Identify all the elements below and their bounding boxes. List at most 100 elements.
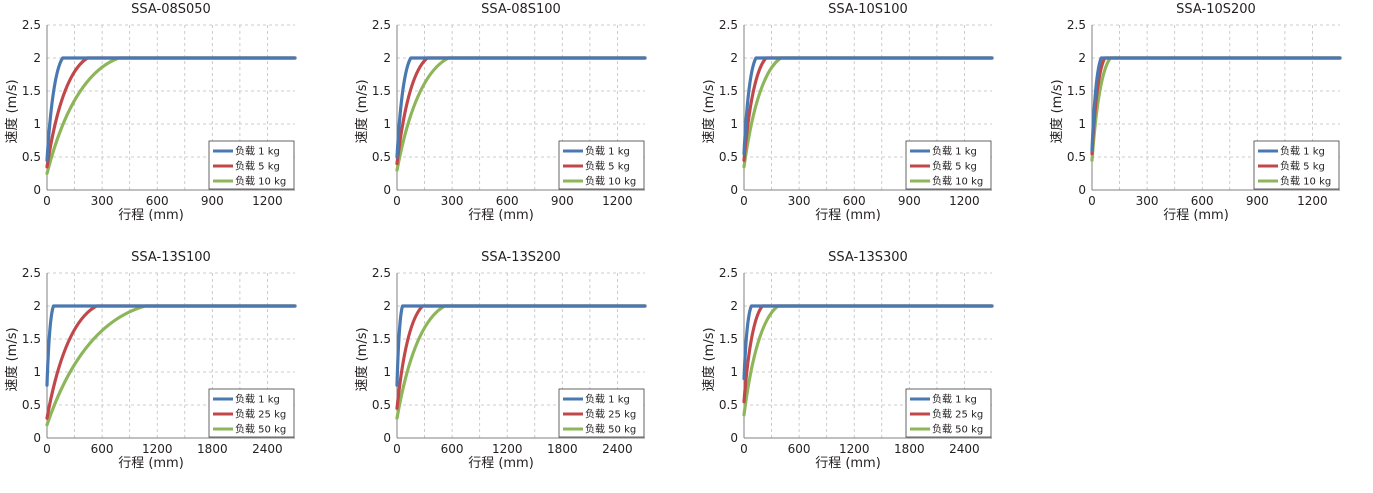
y-axis-label: 速度 (m/s) (701, 327, 717, 391)
chart-panel: SSA-08S100 0 0.5 1 1.5 2 2.5 0 300 600 900 1200 行程 (… (350, 0, 680, 245)
series-line (45, 56, 297, 169)
y-tick-label: 1 (33, 365, 41, 379)
y-tick-label: 0 (730, 183, 738, 197)
legend-label: 负载 50 kg (585, 423, 636, 436)
y-tick-label: 2 (730, 299, 738, 313)
series-line (45, 56, 297, 176)
series-line (395, 56, 647, 159)
chart-title: SSA-13S200 (481, 250, 561, 265)
y-tick-label: 1.5 (372, 84, 391, 98)
y-tick-label: 1.5 (719, 84, 738, 98)
series-line (742, 56, 994, 156)
y-tick-label: 0.5 (719, 150, 738, 164)
y-tick-label: 1.5 (372, 332, 391, 346)
chart-svg: SSA-10S200 0 0.5 1 1.5 2 2.5 0 300 600 900 1200 行程 (… (1049, 2, 1342, 223)
x-axis-label: 行程 (mm) (118, 208, 184, 223)
y-tick-label: 1.5 (22, 84, 41, 98)
legend-label: 负载 25 kg (585, 408, 636, 421)
x-tick-label: 600 (146, 194, 169, 208)
y-tick-label: 1 (33, 117, 41, 131)
legend-label: 负载 1 kg (585, 145, 630, 158)
x-tick-label: 600 (91, 442, 114, 456)
y-tick-label: 1 (1078, 117, 1086, 131)
series-line (742, 304, 994, 381)
y-tick-label: 1 (383, 117, 391, 131)
series-line (395, 304, 647, 420)
y-tick-label: 2 (33, 299, 41, 313)
y-tick-label: 2 (33, 51, 41, 65)
x-tick-label: 1800 (547, 442, 578, 456)
legend-label: 负载 50 kg (235, 423, 286, 436)
x-tick-label: 1200 (492, 442, 523, 456)
y-tick-label: 0.5 (22, 398, 41, 412)
x-tick-label: 0 (43, 442, 51, 456)
y-tick-label: 2.5 (1067, 18, 1086, 32)
x-axis-label: 行程 (mm) (1163, 208, 1229, 223)
x-tick-label: 1200 (252, 194, 283, 208)
y-tick-label: 0.5 (1067, 150, 1086, 164)
chart-panel: SSA-13S100 0 0.5 1 1.5 2 2.5 0 600 1200 1800 2400 行程… (0, 248, 330, 493)
x-tick-label: 1800 (894, 442, 925, 456)
x-tick-label: 0 (43, 194, 51, 208)
x-tick-label: 1800 (197, 442, 228, 456)
y-tick-label: 2 (383, 299, 391, 313)
x-tick-label: 900 (201, 194, 224, 208)
chart-title: SSA-08S100 (481, 2, 561, 17)
chart-panel: SSA-10S100 0 0.5 1 1.5 2 2.5 0 300 600 900 1200 行程 (… (697, 0, 1027, 245)
y-tick-label: 2.5 (719, 18, 738, 32)
chart-panel: SSA-08S050 0 0.5 1 1.5 2 2.5 0 300 600 900 1200 行程 (… (0, 0, 330, 245)
y-axis-label: 速度 (m/s) (354, 79, 370, 143)
chart-title: SSA-10S200 (1176, 2, 1256, 17)
legend-label: 负载 25 kg (932, 408, 983, 421)
legend-label: 负载 5 kg (235, 160, 280, 173)
y-tick-label: 2 (730, 51, 738, 65)
series-line (1090, 56, 1342, 152)
chart-panel: SSA-13S200 0 0.5 1 1.5 2 2.5 0 600 1200 1800 2400 行程… (350, 248, 680, 493)
legend-label: 负载 1 kg (1280, 145, 1325, 158)
legend-label: 负载 5 kg (932, 160, 977, 173)
chart-svg: SSA-10S100 0 0.5 1 1.5 2 2.5 0 300 600 900 1200 行程 (… (701, 2, 994, 223)
x-tick-label: 300 (441, 194, 464, 208)
y-tick-label: 0.5 (719, 398, 738, 412)
chart-svg: SSA-08S100 0 0.5 1 1.5 2 2.5 0 300 600 900 1200 行程 (… (354, 2, 647, 223)
chart-svg: SSA-13S300 0 0.5 1 1.5 2 2.5 0 600 1200 1800 2400 行程… (701, 250, 994, 471)
legend-label: 负载 1 kg (932, 393, 977, 406)
y-tick-label: 1 (730, 365, 738, 379)
y-tick-label: 0 (383, 183, 391, 197)
chart-svg: SSA-13S200 0 0.5 1 1.5 2 2.5 0 600 1200 1800 2400 行程… (354, 250, 647, 471)
x-tick-label: 0 (1088, 194, 1096, 208)
y-tick-label: 0 (730, 431, 738, 445)
x-tick-label: 2400 (602, 442, 633, 456)
series-line (45, 304, 297, 420)
x-tick-label: 900 (551, 194, 574, 208)
x-tick-label: 0 (393, 194, 401, 208)
y-tick-label: 2.5 (372, 18, 391, 32)
x-tick-label: 900 (898, 194, 921, 208)
chart-svg: SSA-08S050 0 0.5 1 1.5 2 2.5 0 300 600 900 1200 行程 (… (4, 2, 297, 223)
legend-label: 负载 1 kg (235, 145, 280, 158)
x-tick-label: 1200 (602, 194, 633, 208)
series-line (45, 304, 297, 387)
chart-title: SSA-13S300 (828, 250, 908, 265)
y-tick-label: 0 (1078, 183, 1086, 197)
y-axis-label: 速度 (m/s) (1049, 79, 1065, 143)
y-tick-label: 0.5 (372, 150, 391, 164)
y-axis-label: 速度 (m/s) (4, 327, 20, 391)
y-tick-label: 2.5 (22, 18, 41, 32)
y-tick-label: 1 (383, 365, 391, 379)
x-axis-label: 行程 (mm) (815, 456, 881, 471)
legend-label: 负载 50 kg (932, 423, 983, 436)
y-tick-label: 2 (1078, 51, 1086, 65)
y-tick-label: 0 (383, 431, 391, 445)
series-line (395, 56, 647, 172)
x-axis-label: 行程 (mm) (118, 456, 184, 471)
chart-panel: SSA-10S200 0 0.5 1 1.5 2 2.5 0 300 600 900 1200 行程 (… (1045, 0, 1373, 245)
legend-label: 负载 10 kg (235, 175, 286, 188)
y-tick-label: 0.5 (22, 150, 41, 164)
series-line (45, 304, 297, 427)
x-tick-label: 2400 (949, 442, 980, 456)
chart-title: SSA-13S100 (131, 250, 211, 265)
y-axis-label: 速度 (m/s) (4, 79, 20, 143)
legend-label: 负载 10 kg (585, 175, 636, 188)
y-tick-label: 1.5 (1067, 84, 1086, 98)
